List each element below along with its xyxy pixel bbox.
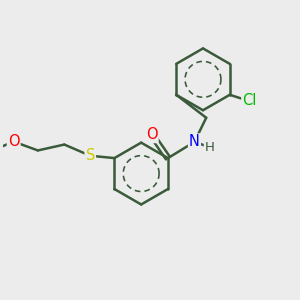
Text: H: H <box>205 141 215 154</box>
Text: Cl: Cl <box>242 93 257 108</box>
Text: O: O <box>8 134 20 149</box>
Text: S: S <box>85 148 95 163</box>
Text: N: N <box>189 134 200 149</box>
Text: O: O <box>146 127 158 142</box>
